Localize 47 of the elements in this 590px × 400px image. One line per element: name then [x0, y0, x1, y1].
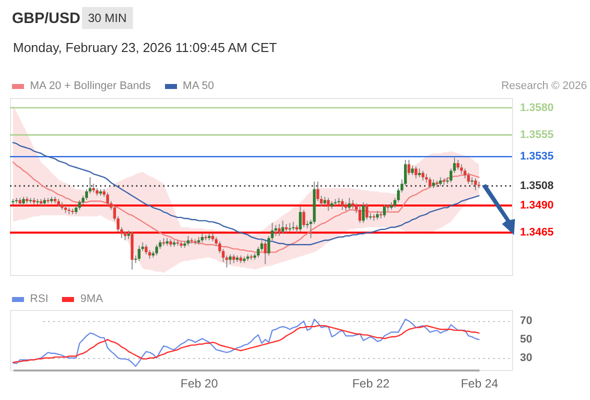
chart-subtitle: 30 MIN [82, 7, 133, 29]
y-tick-label: 50 [520, 334, 532, 346]
candlestick [362, 202, 365, 224]
candlestick [144, 244, 148, 255]
candlestick [365, 202, 368, 220]
x-tick-label: Feb 20 [180, 376, 218, 390]
candlestick [138, 245, 141, 262]
y-tick-label: 1.3580 [520, 102, 554, 114]
y-tick-label: 1.3535 [520, 150, 554, 163]
candlestick [358, 205, 362, 224]
candlestick [422, 170, 424, 182]
x-tick-label: Feb 24 [460, 376, 499, 390]
x-tick-label: Feb 22 [352, 376, 390, 390]
candlestick [316, 181, 320, 202]
candlestick [264, 240, 267, 265]
candlestick [225, 254, 228, 268]
candlestick [298, 206, 302, 232]
candlestick [460, 164, 463, 175]
candlestick [456, 159, 460, 170]
line-series [12, 325, 480, 364]
legend-label: 9MA [79, 293, 103, 305]
text: Monday, February 23, 2026 11:09:45 AM CET [13, 40, 277, 55]
candlestick [228, 254, 232, 265]
y-tick-label: 70 [520, 315, 532, 328]
legend-label: RSI [29, 293, 48, 305]
text: Research © 2026 [501, 80, 587, 92]
candlestick [411, 164, 414, 176]
candlestick [408, 159, 410, 176]
legend-label: MA 50 [182, 80, 214, 92]
y-tick-label: 30 [520, 352, 532, 364]
candlestick [340, 198, 344, 210]
line-series [12, 318, 480, 367]
y-tick-label: 1.3555 [520, 128, 554, 141]
y-tick-label: 1.3508 [520, 180, 554, 192]
candlestick [281, 220, 284, 234]
y-tick-label: 1.3490 [520, 200, 554, 212]
candlestick [474, 178, 477, 191]
chart-title: GBP/USD [12, 10, 80, 27]
legend-label: MA 20 + Bollinger Bands [29, 80, 151, 92]
candlestick [383, 204, 386, 218]
candlestick [467, 172, 470, 184]
candlestick [414, 166, 418, 179]
candlestick [78, 200, 81, 210]
y-tick-label: 1.3465 [520, 226, 554, 239]
candlestick [348, 197, 351, 210]
candlestick [428, 176, 432, 189]
candlestick [106, 192, 109, 206]
